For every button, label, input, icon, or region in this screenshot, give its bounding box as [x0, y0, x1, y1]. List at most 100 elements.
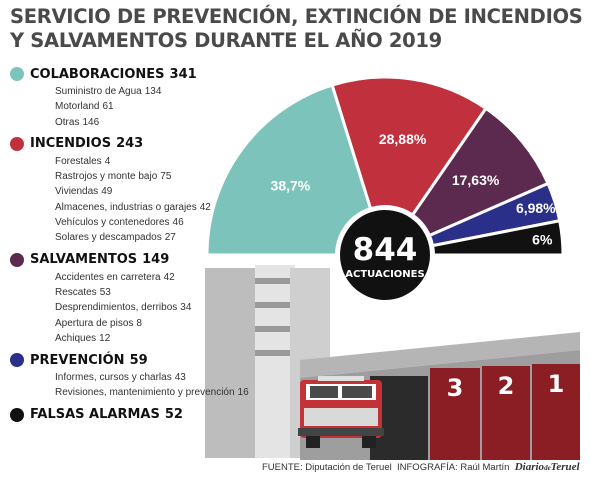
tower-ledge-3 [255, 326, 293, 332]
legend-subitem: Informes, cursos y charlas 43 [55, 370, 260, 385]
truck-window-left [310, 386, 338, 398]
legend-category-total: 341 [169, 66, 197, 82]
door-number-2: 2 [498, 372, 515, 400]
legend-category-header: INCENDIOS 243 [10, 134, 260, 154]
legend-subitem-value: 34 [180, 302, 192, 314]
legend-subitems: Suministro de Agua 134 Motorland 61 Otras 146 [55, 84, 260, 130]
brand-de: de [544, 464, 551, 472]
legend: COLABORACIONES 341 Suministro de Agua 134 Mo… [10, 64, 260, 425]
center-circle [340, 210, 430, 300]
truck-bumper [298, 428, 384, 436]
legend-subitem-value: 4 [104, 155, 111, 167]
legend-subitem-value: 146 [82, 116, 100, 128]
legend-subitem-label: Revisiones, mantenimiento y prevención [55, 387, 235, 399]
legend-subitem-value: 75 [160, 171, 172, 183]
legend-category-header: FALSAS ALARMAS 52 [10, 405, 260, 425]
legend-subitem-label: Vehículos y contenedores [55, 217, 170, 229]
legend-category-total: 52 [164, 407, 183, 423]
tower-ledge-2 [255, 302, 293, 308]
chart-title: SERVICIO DE PREVENCIÓN, EXTINCIÓN DE INC… [10, 5, 583, 53]
legend-subitem-label: Accidentes en carretera [55, 271, 161, 283]
legend-category: INCENDIOS 243 Forestales 4 Rastrojos y monte… [10, 134, 260, 246]
tower-ledge-4 [255, 350, 293, 356]
door-number-3: 3 [447, 374, 464, 402]
pie-slices [205, 75, 565, 259]
legend-category-header: SALVAMENTOS 149 [10, 250, 260, 270]
legend-category-label: FALSAS ALARMAS [30, 407, 160, 423]
source-fuente: FUENTE: Diputación de Teruel [262, 462, 392, 473]
legend-subitem: Desprendimientos, derribos 34 [55, 300, 260, 315]
legend-category-total: 59 [129, 352, 148, 368]
legend-subitem-label: Desprendimientos, derribos [55, 302, 178, 314]
truck-window-right [342, 386, 372, 398]
legend-category-label: SALVAMENTOS [30, 252, 138, 268]
garage-door-1 [532, 364, 580, 460]
legend-subitem-value: 49 [101, 186, 113, 198]
legend-subitem-value: 42 [199, 201, 211, 213]
legend-subitem: Viviendas 49 [55, 184, 260, 199]
brand-teruel: Teruel [550, 461, 580, 473]
legend-subitem: Rescates 53 [55, 285, 260, 300]
door-number-1: 1 [548, 370, 565, 398]
source-line: FUENTE: Diputación de Teruel INFOGRAFÍA:… [262, 461, 580, 473]
pie-slice-incendios [330, 75, 489, 259]
legend-subitem: Revisiones, mantenimiento y prevención 16 [55, 385, 260, 400]
tower-side [255, 265, 295, 458]
legend-subitem-label: Otras [55, 116, 80, 128]
legend-subitem-label: Informes, cursos y charlas [55, 372, 172, 384]
legend-subitem-value: 27 [164, 232, 176, 244]
legend-subitem-label: Rastrojos y monte bajo [55, 171, 158, 183]
total-number: 844 [353, 232, 418, 268]
legend-category-label: INCENDIOS [30, 136, 112, 152]
pie-slice-percent-label: 6% [532, 232, 553, 248]
legend-category-label: COLABORACIONES [30, 66, 165, 82]
garage-door-3 [430, 368, 480, 460]
legend-subitem: Motorland 61 [55, 99, 260, 114]
legend-subitem-value: 46 [172, 217, 184, 229]
legend-subitem-label: Achiques [55, 332, 97, 344]
station-roof [300, 332, 580, 378]
legend-category: COLABORACIONES 341 Suministro de Agua 134 Mo… [10, 64, 260, 130]
legend-subitem: Rastrojos y monte bajo 75 [55, 169, 260, 184]
title-line-2: Y SALVAMENTOS DURANTE EL AÑO 2019 [10, 29, 442, 52]
pie-slice-salvamentos [380, 106, 550, 259]
legend-subitem-label: Almacenes, industrias o garajes [55, 201, 197, 213]
legend-subitem: Solares y descampados 27 [55, 230, 260, 245]
pie-slice-labels: 38,7% 28,88% 17,63% 6,98% 6% [271, 131, 557, 248]
legend-subitem: Achiques 12 [55, 331, 260, 346]
legend-subitem-label: Apertura de pisos [55, 317, 134, 329]
tower-ledge-1 [255, 278, 293, 284]
legend-subitems: Informes, cursos y charlas 43 Revisiones, … [55, 370, 260, 401]
legend-subitem: Vehículos y contenedores 46 [55, 215, 260, 230]
legend-category: FALSAS ALARMAS 52 [10, 405, 260, 425]
legend-category-total: 149 [142, 252, 170, 268]
brand-diario: Diario [514, 461, 545, 473]
legend-category-total: 243 [116, 136, 144, 152]
source-infografia: INFOGRAFÍA: Raúl Martín [397, 462, 510, 473]
legend-dot-icon [10, 136, 24, 151]
garage-door-2 [482, 366, 530, 460]
legend-subitem: Apertura de pisos 8 [55, 316, 260, 331]
legend-subitem-value: 43 [174, 372, 186, 384]
building-illustration: 3 2 1 [205, 265, 580, 460]
legend-subitems: Accidentes en carretera 42 Rescates 53 Despr… [55, 270, 260, 346]
legend-category-header: PREVENCIÓN 59 [10, 350, 260, 370]
legend-category-header: COLABORACIONES 341 [10, 64, 260, 84]
legend-subitem-value: 16 [237, 387, 249, 399]
truck-ladder [318, 376, 364, 381]
brand-logo: DiariodeTeruel [515, 461, 580, 473]
legend-subitem: Suministro de Agua 134 [55, 84, 260, 99]
legend-subitem-value: 53 [99, 286, 111, 298]
legend-category: SALVAMENTOS 149 Accidentes en carretera 42 R… [10, 250, 260, 346]
legend-category-label: PREVENCIÓN [30, 352, 125, 368]
legend-subitem-label: Solares y descampados [55, 232, 162, 244]
legend-subitem: Almacenes, industrias o garajes 42 [55, 200, 260, 215]
legend-subitem-label: Forestales [55, 155, 102, 167]
legend-dot-icon [10, 353, 24, 368]
truck-wheel-left [306, 436, 320, 448]
legend-subitem-value: 8 [136, 317, 142, 329]
legend-dot-icon [10, 67, 24, 81]
title-line-1: SERVICIO DE PREVENCIÓN, EXTINCIÓN DE INC… [10, 5, 583, 28]
legend-subitem-value: 12 [99, 332, 111, 344]
